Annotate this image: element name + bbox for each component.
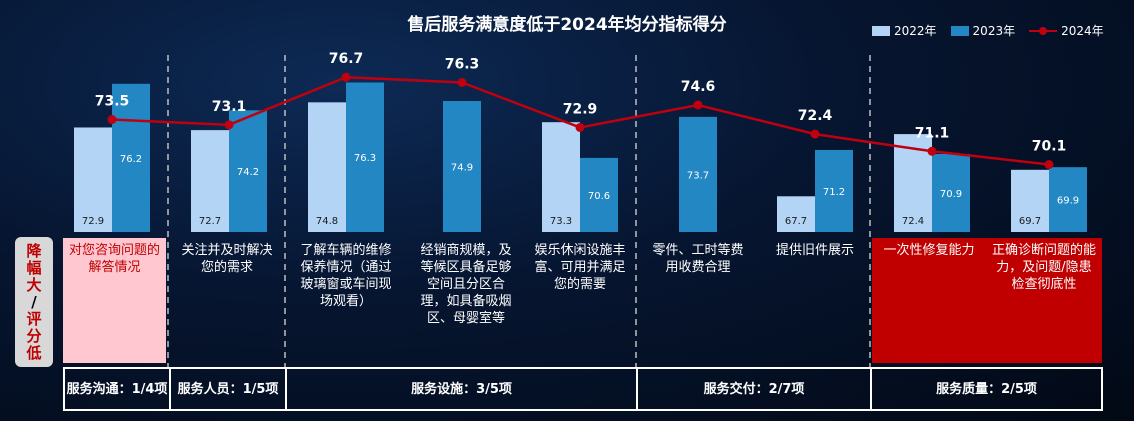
bar-2023 <box>1049 167 1087 232</box>
side-tag-char: 评 <box>26 309 42 328</box>
point-2024 <box>457 77 467 87</box>
bar-label-2022: 72.7 <box>199 216 221 227</box>
item-description: 零件、工时等费用收费合理 <box>652 243 744 275</box>
legend-item-2022: 2022年 <box>872 22 937 39</box>
side-tag-char: 分 <box>26 326 42 345</box>
bar-label-2023: 76.2 <box>120 154 142 165</box>
bar-2023 <box>112 83 150 232</box>
bar-label-2023: 70.9 <box>940 189 962 200</box>
category-divider <box>636 369 638 409</box>
point-2024 <box>810 129 820 139</box>
bar-2022 <box>1011 169 1049 232</box>
point-label-2024: 73.5 <box>95 94 130 110</box>
bar-label-2023: 69.9 <box>1057 196 1079 207</box>
item-description: 经销商规模，及等候区具备足够空间且分区合理，如具备吸烟区、母婴室等 <box>420 243 512 326</box>
point-label-2024: 70.1 <box>1032 139 1067 155</box>
bar-label-2022: 72.9 <box>82 216 104 227</box>
legend-swatch-2024 <box>1029 26 1058 36</box>
bar-2022 <box>74 127 112 232</box>
bar-label-2022: 69.7 <box>1019 216 1041 227</box>
side-tag-char: 幅 <box>26 258 42 277</box>
category-label: 服务设施：3/5项 <box>411 381 512 397</box>
item-description: 关注并及时解决您的需求 <box>181 243 273 275</box>
point-2024 <box>224 120 234 130</box>
item-description: 一次性修复能力 <box>872 238 986 363</box>
item-description: 了解车辆的维修保养情况（通过玻璃窗或车间现场观看） <box>300 243 392 309</box>
bar-2023 <box>580 157 618 232</box>
item-description: 对您咨询问题的解答情况 <box>63 238 166 363</box>
category-label: 服务质量：2/5项 <box>936 381 1037 397</box>
category-divider <box>169 369 171 409</box>
bar-2022 <box>191 130 229 232</box>
side-tag-char: 低 <box>26 343 42 362</box>
bar-label-2023: 71.2 <box>823 187 845 198</box>
bar-label-2022: 72.4 <box>902 216 924 227</box>
point-label-2024: 74.6 <box>681 79 716 95</box>
point-2024 <box>927 146 937 156</box>
bar-label-2023: 73.7 <box>687 170 709 181</box>
item-description: 娱乐休闲设施丰富、可用并满足您的需要 <box>534 243 626 292</box>
category-label: 服务人员：1/5项 <box>177 381 279 397</box>
bar-label-2022: 73.3 <box>550 216 572 227</box>
bar-2023 <box>229 110 267 232</box>
point-2024 <box>575 122 585 132</box>
point-2024 <box>107 115 117 125</box>
legend-item-2024: 2024年 <box>1029 22 1104 39</box>
point-label-2024: 76.3 <box>445 56 480 72</box>
bar-2022 <box>542 122 580 232</box>
category-divider <box>870 369 872 409</box>
bar-label-2023: 76.3 <box>354 153 376 164</box>
bar-2022 <box>777 196 815 232</box>
point-label-2024: 72.4 <box>798 108 833 124</box>
bar-2023 <box>346 82 384 232</box>
chart-title: 售后服务满意度低于2024年均分指标得分 <box>407 15 727 35</box>
bar-label-2022: 74.8 <box>316 216 338 227</box>
bar-2023 <box>443 101 481 232</box>
item-description: 提供旧件展示 <box>775 243 854 258</box>
side-tag-char: 降 <box>26 241 42 260</box>
bar-label-2023: 74.9 <box>451 163 473 174</box>
category-divider <box>285 369 287 409</box>
side-tag-char: / <box>31 292 37 311</box>
bar-label-2022: 67.7 <box>785 216 807 227</box>
side-tag: 降 幅 大 / 评 分 低 <box>15 237 53 367</box>
point-label-2024: 71.1 <box>915 125 950 141</box>
side-tag-char: 大 <box>26 275 42 294</box>
point-2024 <box>693 100 703 110</box>
point-2024 <box>1044 160 1054 170</box>
bar-2023 <box>679 116 717 232</box>
legend: 2022年 2023年 2024年 <box>872 22 1104 39</box>
legend-item-2023: 2023年 <box>950 22 1016 39</box>
legend-label-2022: 2022年 <box>894 24 937 38</box>
category-label: 服务交付：2/7项 <box>703 381 805 397</box>
category-row: 服务沟通：1/4项 服务人员：1/5项 服务设施：3/5项 服务交付：2/7项 … <box>63 367 1103 411</box>
bar-label-2023: 70.6 <box>588 191 610 202</box>
bar-2023 <box>932 153 970 232</box>
bar-2022 <box>308 102 346 232</box>
legend-label-2024: 2024年 <box>1061 24 1104 38</box>
legend-swatch-2023 <box>950 25 969 36</box>
point-label-2024: 76.7 <box>329 51 364 67</box>
point-label-2024: 73.1 <box>212 99 247 115</box>
item-description: 正确诊断问题的能力，及问题/隐患检查彻底性 <box>986 238 1102 363</box>
point-label-2024: 72.9 <box>563 101 598 117</box>
legend-label-2023: 2023年 <box>972 24 1016 38</box>
bar-2023 <box>815 149 853 232</box>
legend-swatch-2022 <box>872 25 890 36</box>
bar-label-2023: 74.2 <box>237 167 259 178</box>
point-2024 <box>341 72 351 82</box>
category-label: 服务沟通：1/4项 <box>66 381 168 397</box>
